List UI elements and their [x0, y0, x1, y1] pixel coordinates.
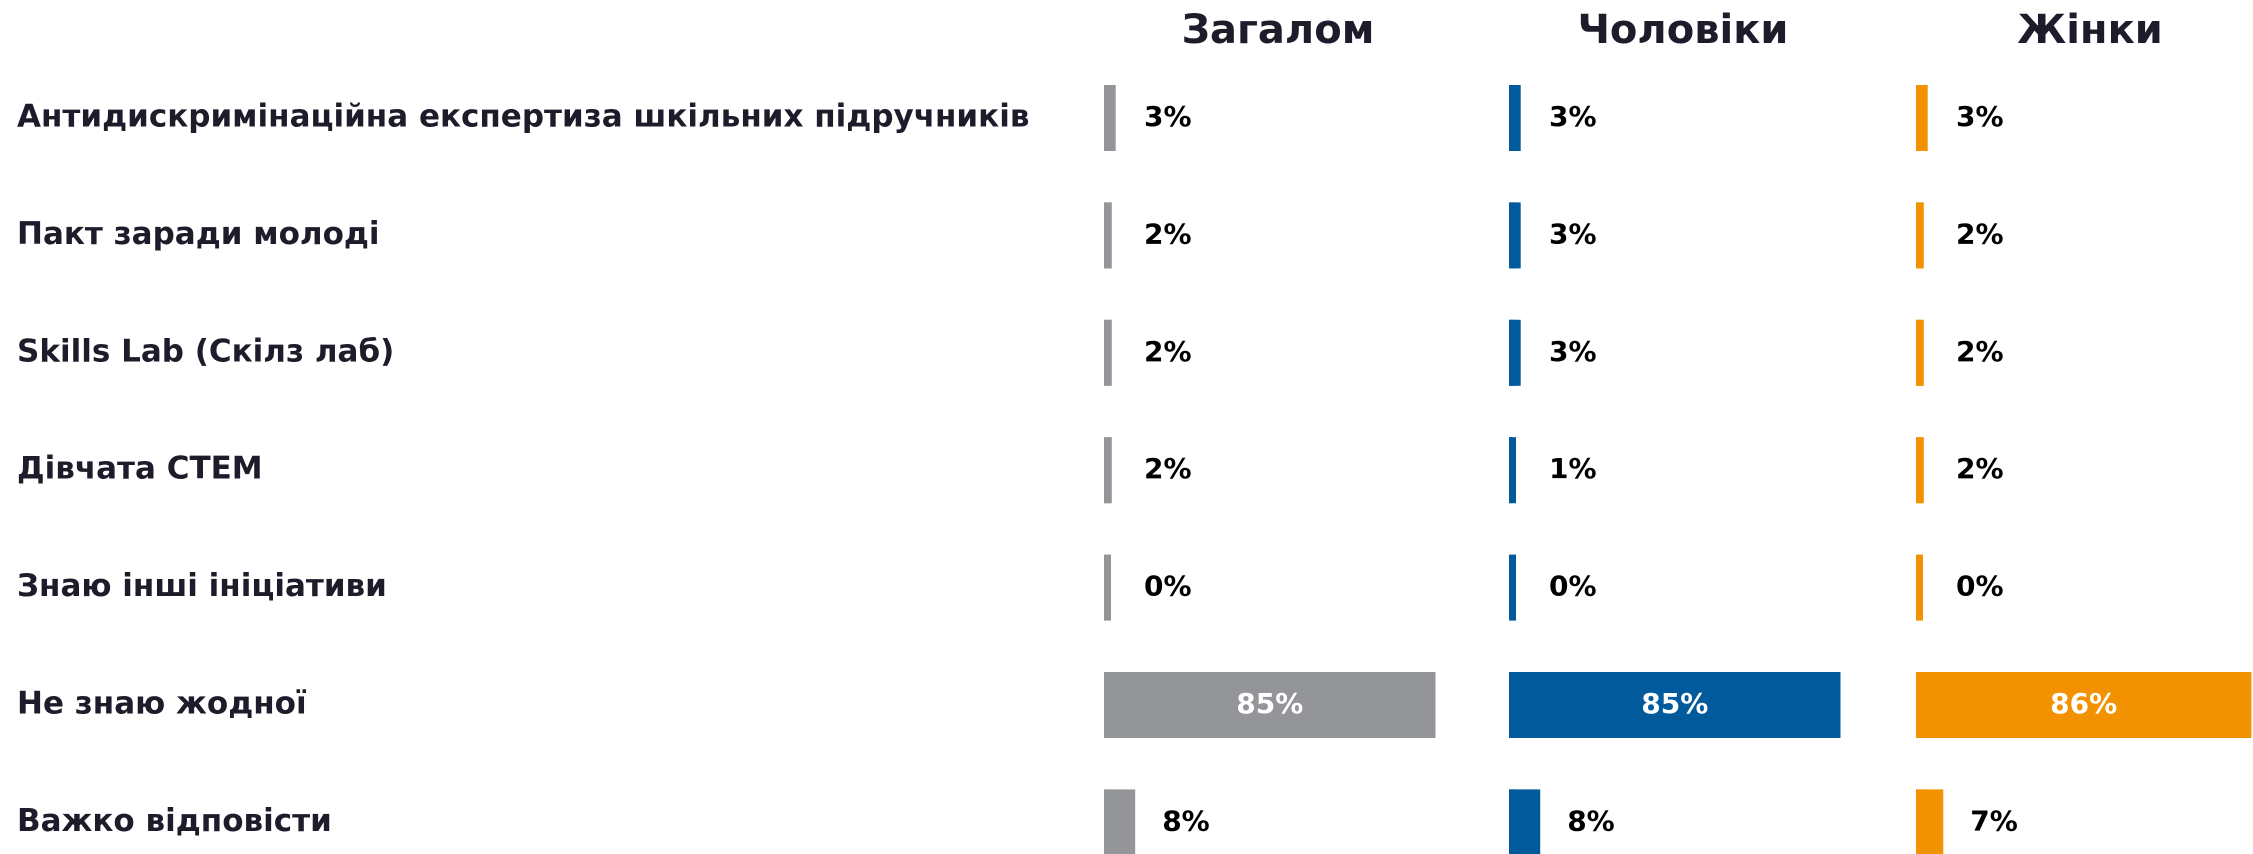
baseline: [1916, 554, 1923, 621]
bar: [1916, 319, 1924, 386]
bar: [1509, 85, 1521, 151]
value-label: 8%: [1567, 804, 1615, 837]
value-label: 3%: [1956, 100, 2004, 133]
bar: [1104, 85, 1116, 151]
value-label: 3%: [1144, 100, 1192, 133]
value-label: 85%: [1236, 687, 1303, 720]
value-label: 0%: [1549, 570, 1597, 603]
bar: [1916, 202, 1924, 269]
baseline: [1104, 554, 1111, 621]
bar: [1509, 319, 1521, 386]
bar: [1104, 319, 1112, 386]
value-label: 3%: [1549, 217, 1597, 250]
value-label: 2%: [1956, 217, 2004, 250]
value-label: 2%: [1956, 335, 2004, 368]
bar: [1916, 789, 1944, 854]
value-label: 7%: [1970, 804, 2018, 837]
category-label: Пакт заради молоді: [17, 216, 380, 252]
value-label: 8%: [1162, 804, 1210, 837]
bar: [1104, 672, 1436, 738]
value-label: 2%: [1144, 217, 1192, 250]
bar: [1104, 437, 1112, 504]
bar: [1509, 789, 1541, 854]
value-label: 2%: [1144, 452, 1192, 485]
bar: [1104, 202, 1112, 269]
value-label: 2%: [1956, 452, 2004, 485]
value-label: 0%: [1144, 570, 1192, 603]
bar: [1509, 672, 1841, 738]
category-label: Знаю інші ініціативи: [17, 568, 387, 604]
panel-title: Чоловіки: [1578, 7, 1789, 53]
category-label: Дівчата СТЕМ: [17, 451, 263, 487]
bar: [1104, 789, 1136, 854]
category-label: Важко відповісти: [17, 803, 332, 839]
category-label: Антидискримінаційна експертиза шкільних …: [17, 99, 1029, 135]
bar: [1916, 437, 1924, 504]
panel-title: Жінки: [2017, 7, 2163, 53]
baseline: [1509, 554, 1516, 621]
value-label: 3%: [1549, 100, 1597, 133]
value-label: 86%: [2050, 687, 2117, 720]
value-label: 85%: [1641, 687, 1708, 720]
category-label: Не знаю жодної: [17, 686, 307, 722]
category-label: Skills Lab (Скілз лаб): [17, 333, 394, 369]
value-label: 1%: [1549, 452, 1597, 485]
bar: [1916, 672, 2252, 738]
bar: [1916, 85, 1928, 151]
value-label: 3%: [1549, 335, 1597, 368]
value-label: 0%: [1956, 570, 2004, 603]
panel-title: Загалом: [1182, 7, 1375, 53]
value-label: 2%: [1144, 335, 1192, 368]
bar: [1509, 437, 1513, 504]
bar: [1509, 202, 1521, 269]
